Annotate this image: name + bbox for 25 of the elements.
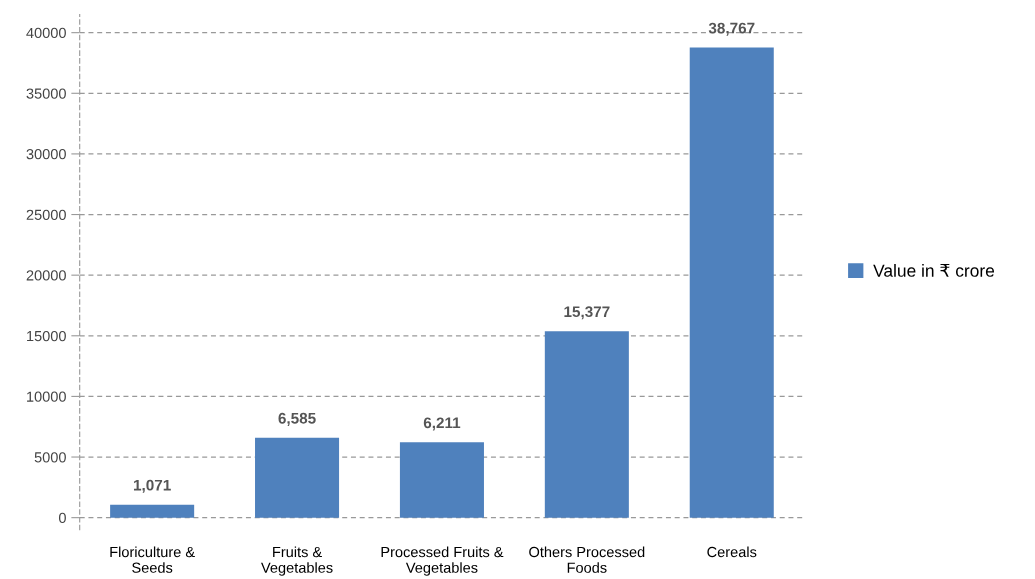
- y-tick-label: 35000: [26, 88, 66, 99]
- y-tick-label: 10000: [27, 391, 66, 402]
- y-tick-label: 30000: [26, 149, 66, 160]
- x-tick-label: Others Processed Foods: [529, 546, 645, 573]
- y-tick-label: 40000: [26, 27, 66, 39]
- x-tick-label: Fruits & Vegetables: [261, 546, 333, 576]
- bar: [255, 437, 340, 518]
- legend-label: Value in ₹ crore: [873, 264, 995, 277]
- bar: [110, 504, 195, 518]
- y-tick-label: 15000: [27, 330, 66, 342]
- bar: [544, 331, 629, 518]
- data-label: 1,071: [133, 479, 171, 493]
- data-label: 6,211: [423, 417, 461, 431]
- bar: [399, 442, 484, 518]
- x-tick-label: Cereals: [707, 546, 757, 558]
- data-label: 38,767: [708, 22, 755, 36]
- data-label: 6,585: [278, 412, 316, 426]
- y-tick-label: 0: [58, 512, 66, 524]
- x-tick-label: Processed Fruits & Vegetables: [381, 546, 504, 576]
- data-label: 15,377: [564, 306, 610, 320]
- y-tick-label: 20000: [26, 270, 66, 281]
- y-tick-label: 5000: [34, 452, 66, 463]
- y-tick-label: 25000: [26, 209, 66, 220]
- x-tick-label: Floriculture & Seeds: [110, 546, 195, 573]
- bar: [689, 47, 774, 518]
